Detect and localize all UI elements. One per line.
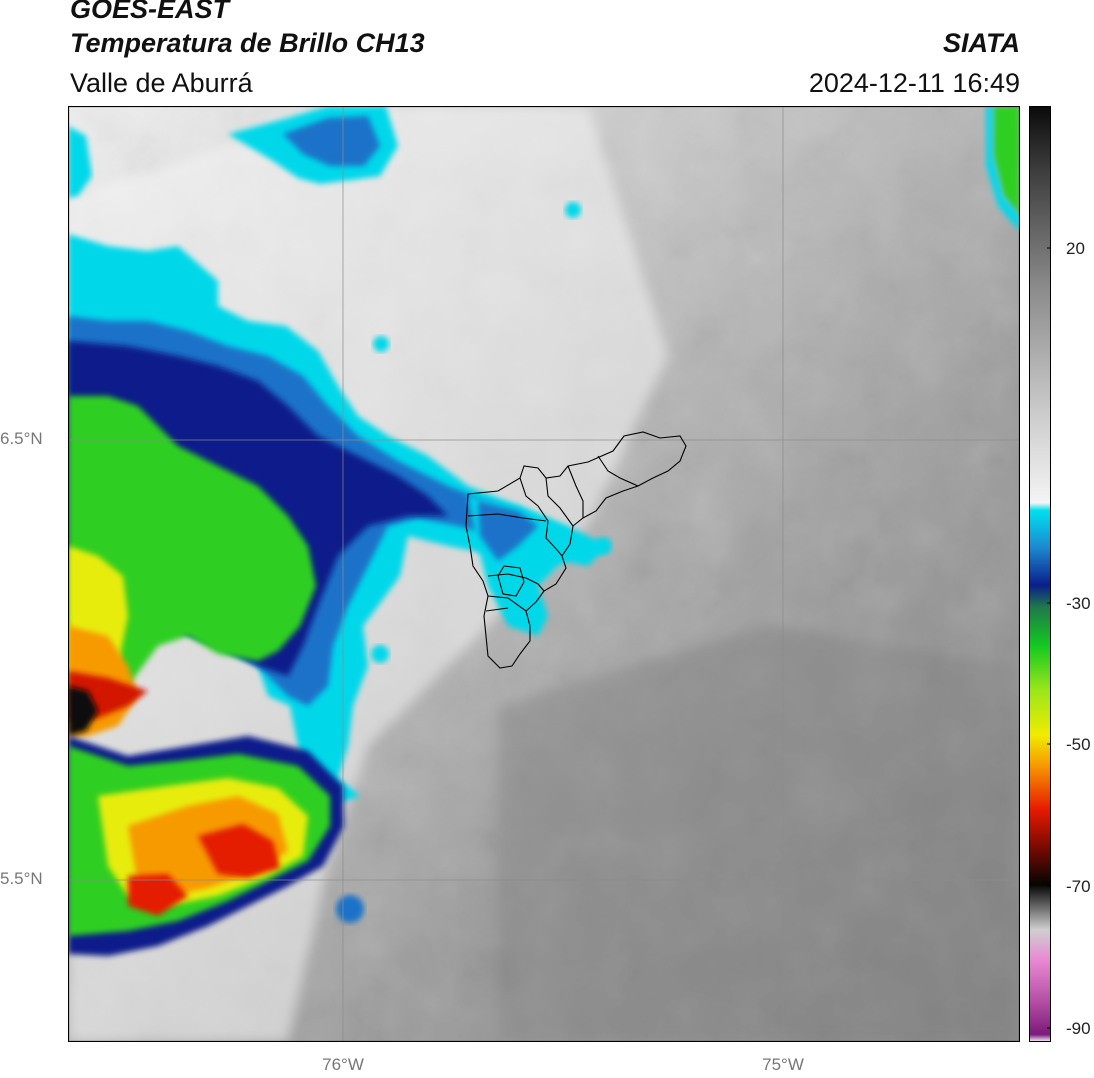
cloud-topright-green — [993, 106, 1020, 216]
boundary-inner-4 — [467, 513, 547, 522]
lon-label-75: 75°W — [762, 1055, 804, 1074]
product-title: Temperatura de Brillo CH13 — [70, 28, 425, 58]
cloud-patch-2 — [373, 336, 389, 352]
cloud-main-green — [68, 396, 316, 696]
region-subtitle: Valle de Aburrá — [70, 68, 253, 98]
timestamp-label: 2024-12-11 16:49 — [808, 68, 1020, 98]
cloud-top-left-cyan — [68, 126, 92, 198]
dark-lower-zone — [498, 626, 1020, 1042]
cloud-topright-cyan — [986, 106, 1020, 232]
cloud-patch-5 — [594, 537, 612, 555]
boundary-inner-6 — [497, 565, 525, 597]
satellite-title: GOES-EAST — [70, 0, 230, 24]
municipal-boundaries — [465, 431, 687, 669]
cloud-patch-3 — [371, 645, 389, 663]
colorbar-label-20: 20 — [1066, 239, 1085, 258]
boundary-inner-3 — [567, 465, 584, 518]
colorbar-label-minus30: -30 — [1066, 594, 1091, 613]
cloud-lower-red — [198, 824, 280, 878]
boundary-inner-9 — [597, 455, 639, 487]
satellite-map[interactable] — [68, 106, 1020, 1042]
cloud-patch-4 — [565, 202, 581, 218]
lat-label-5-5: 5.5°N — [0, 869, 43, 888]
colorbar-label-minus70: -70 — [1066, 877, 1091, 896]
brand-label: SIATA — [943, 28, 1020, 58]
colorbar-label-minus90: -90 — [1066, 1019, 1091, 1038]
lat-label-6-5: 6.5°N — [0, 429, 43, 448]
colorbar — [1029, 106, 1051, 1042]
boundary-inner-8 — [485, 607, 509, 612]
colorbar-label-minus50: -50 — [1066, 735, 1091, 754]
cloud-patch-1 — [336, 895, 364, 923]
boundary-inner-7 — [487, 595, 527, 612]
colorbar-ticks — [1047, 247, 1051, 1029]
boundary-inner-5 — [487, 573, 545, 592]
boundary-inner-1 — [519, 477, 563, 557]
cloud-main-core — [68, 686, 98, 736]
lon-label-76: 76°W — [322, 1055, 364, 1074]
colorbar-fill — [1029, 106, 1051, 1042]
cloud-aburra-blue — [478, 501, 538, 561]
cloud-top-blue — [283, 116, 380, 166]
cloud-lower-red-2 — [128, 874, 188, 916]
boundary-inner-2 — [545, 477, 574, 527]
